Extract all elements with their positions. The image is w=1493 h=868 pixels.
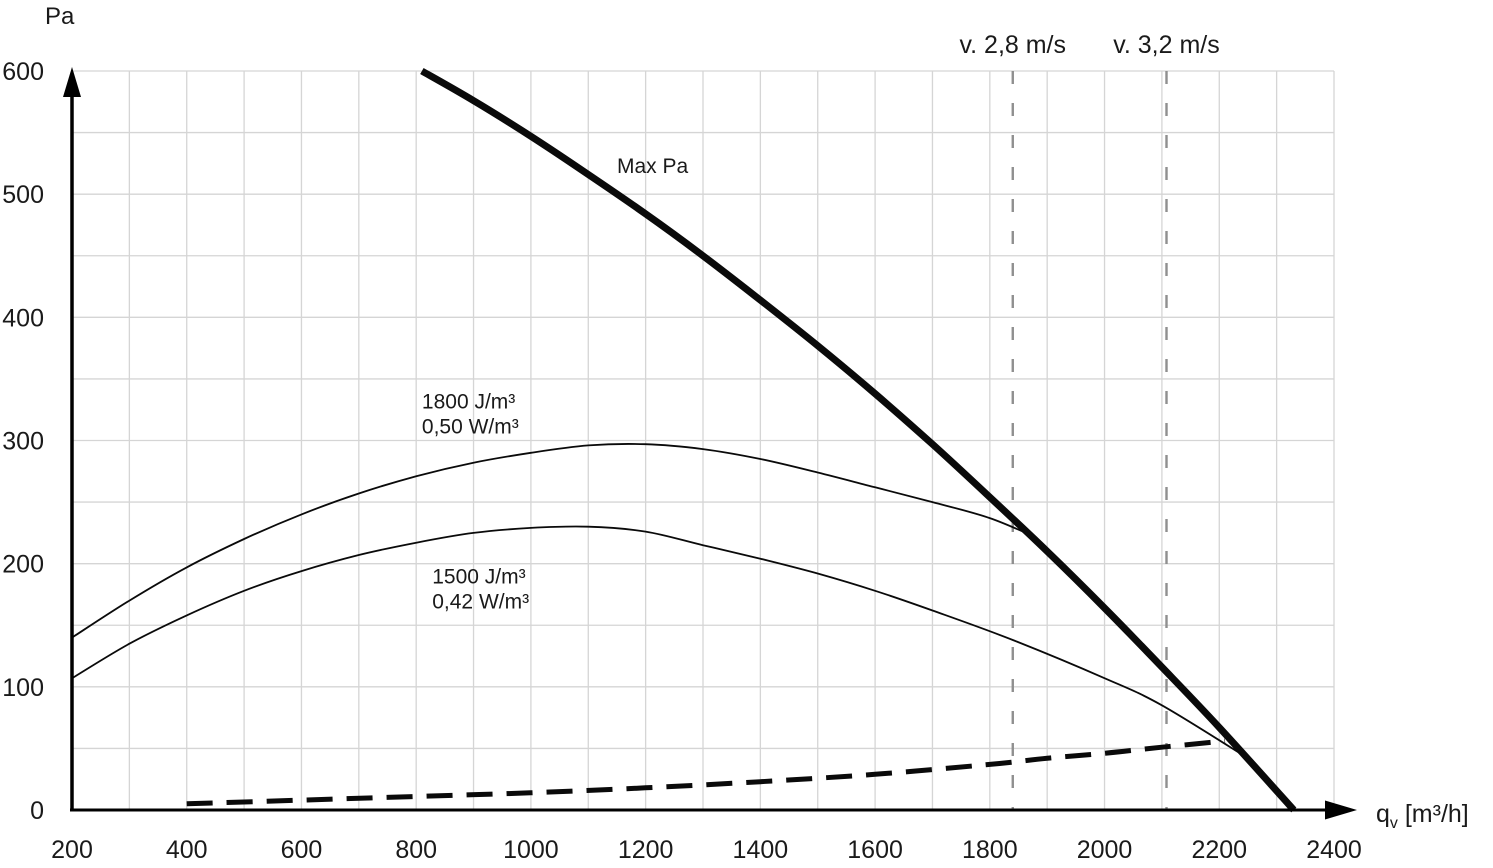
curve-1800-j-m-0-50-w-m xyxy=(71,443,1038,639)
curve-annotation: 1800 J/m³ 0,50 W/m³ xyxy=(422,390,519,438)
x-tick-label: 1800 xyxy=(962,836,1018,864)
series-layer xyxy=(71,67,1297,813)
x-tick-label: 200 xyxy=(51,836,93,864)
y-tick-label: 200 xyxy=(2,551,44,579)
curve-annotation: Max Pa xyxy=(617,155,689,178)
x-tick-label: 600 xyxy=(281,836,323,864)
y-axis-arrow xyxy=(63,67,81,97)
vline-layer: v. 2,8 m/s v. 3,2 m/s xyxy=(960,31,1220,810)
x-tick-label: 1200 xyxy=(618,836,674,864)
y-tick-label: 0 xyxy=(30,797,44,825)
curve-annotation: 1500 J/m³ 0,42 W/m³ xyxy=(432,565,529,613)
axes-layer xyxy=(63,67,1357,820)
curve-max-pa xyxy=(420,67,1297,813)
grid-layer xyxy=(72,70,1335,810)
y-tick-label: 300 xyxy=(2,428,44,456)
x-tick-label: 1600 xyxy=(847,836,903,864)
curve-min-pressure-dashed xyxy=(186,738,1226,807)
curve-1500-j-m-0-42-w-m xyxy=(71,525,1249,760)
y-tick-label: 400 xyxy=(2,304,44,332)
x-tick-label: 1400 xyxy=(733,836,789,864)
velocity-label: v. 3,2 m/s xyxy=(1113,31,1220,59)
x-tick-label: 800 xyxy=(395,836,437,864)
x-tick-label: 2000 xyxy=(1077,836,1133,864)
x-tick-label: 2400 xyxy=(1306,836,1362,864)
x-tick-label: 400 xyxy=(166,836,208,864)
x-axis-title: qv [m³/h] xyxy=(1376,800,1469,832)
annotation-layer: Max Pa 1800 J/m³ 0,50 W/m³ 1500 J/m³ 0,42 W/… xyxy=(422,155,689,613)
x-axis-arrow xyxy=(1325,800,1357,820)
tick-label-layer: 200 400 600 800 1000 1200 1400 1600 1800 2000 2200… xyxy=(2,58,1362,864)
x-axis-title-text: qv [m³/h] xyxy=(1376,800,1469,832)
y-axis-title: Pa xyxy=(45,3,75,30)
x-tick-label: 1000 xyxy=(503,836,559,864)
velocity-label: v. 2,8 m/s xyxy=(960,31,1067,59)
y-tick-label: 500 xyxy=(2,181,44,209)
y-tick-label: 100 xyxy=(2,674,44,702)
y-tick-label: 600 xyxy=(2,58,44,86)
x-tick-label: 2200 xyxy=(1191,836,1247,864)
